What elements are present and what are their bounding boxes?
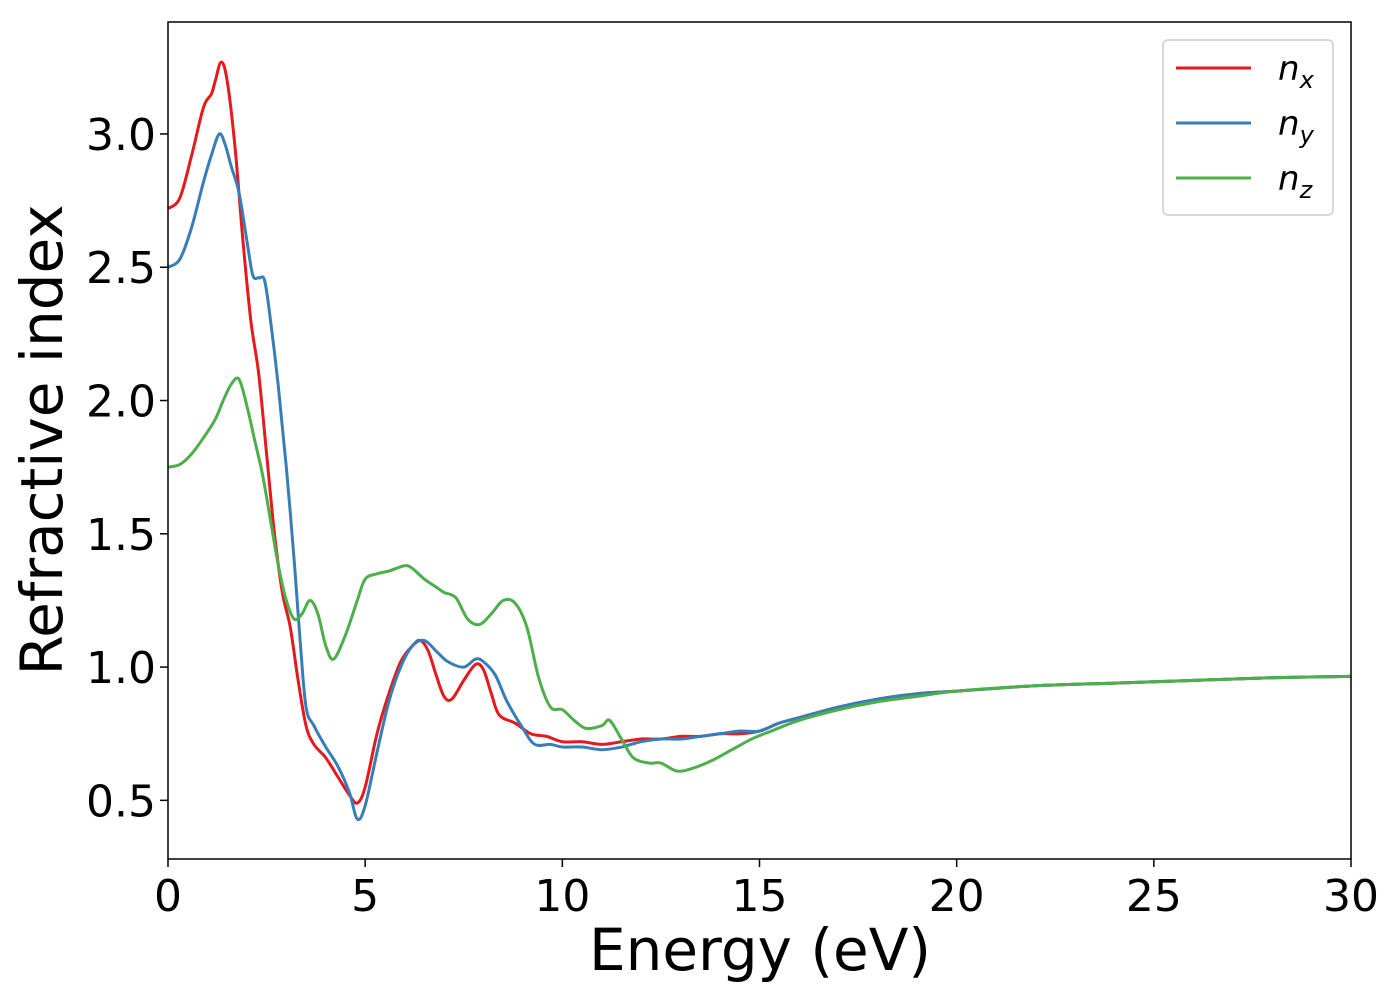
y-tick-label: 1.5 [86,510,156,561]
x-tick-label: 15 [732,871,788,922]
legend-label-ny-sub: y [1299,121,1315,149]
x-tick-label: 20 [929,871,985,922]
x-axis-ticks: 0 5 10 15 20 25 30 [154,859,1379,922]
y-tick-label: 3.0 [86,110,156,161]
x-tick-label: 0 [154,871,182,922]
legend-label-nz: nz [1278,159,1314,204]
legend: nx ny nz [1162,39,1334,216]
legend-label-nx-base: n [1278,49,1300,89]
series-line-z [167,376,1352,773]
x-tick-label: 25 [1126,871,1182,922]
series-layer [166,60,1352,822]
x-tick-label: 10 [534,871,590,922]
y-axis-title: Refractive index [8,204,76,675]
series-line-y [167,132,1352,822]
y-tick-label: 1.0 [86,643,156,694]
legend-label-ny: ny [1278,104,1315,149]
y-tick-label: 2.0 [86,377,156,428]
y-tick-label: 0.5 [86,776,156,827]
legend-label-nz-base: n [1278,159,1300,199]
y-tick-label: 2.5 [86,243,156,294]
legend-label-nx-sub: x [1299,66,1315,94]
x-axis-title: Energy (eV) [589,916,931,984]
legend-box [1162,39,1334,216]
y-axis-ticks: 0.5 1.0 1.5 2.0 2.5 3.0 [86,110,168,827]
legend-label-nz-sub: z [1299,176,1314,204]
x-tick-label: 30 [1323,871,1379,922]
legend-label-nx: nx [1278,49,1315,94]
x-tick-label: 5 [351,871,379,922]
legend-label-ny-base: n [1278,104,1300,144]
